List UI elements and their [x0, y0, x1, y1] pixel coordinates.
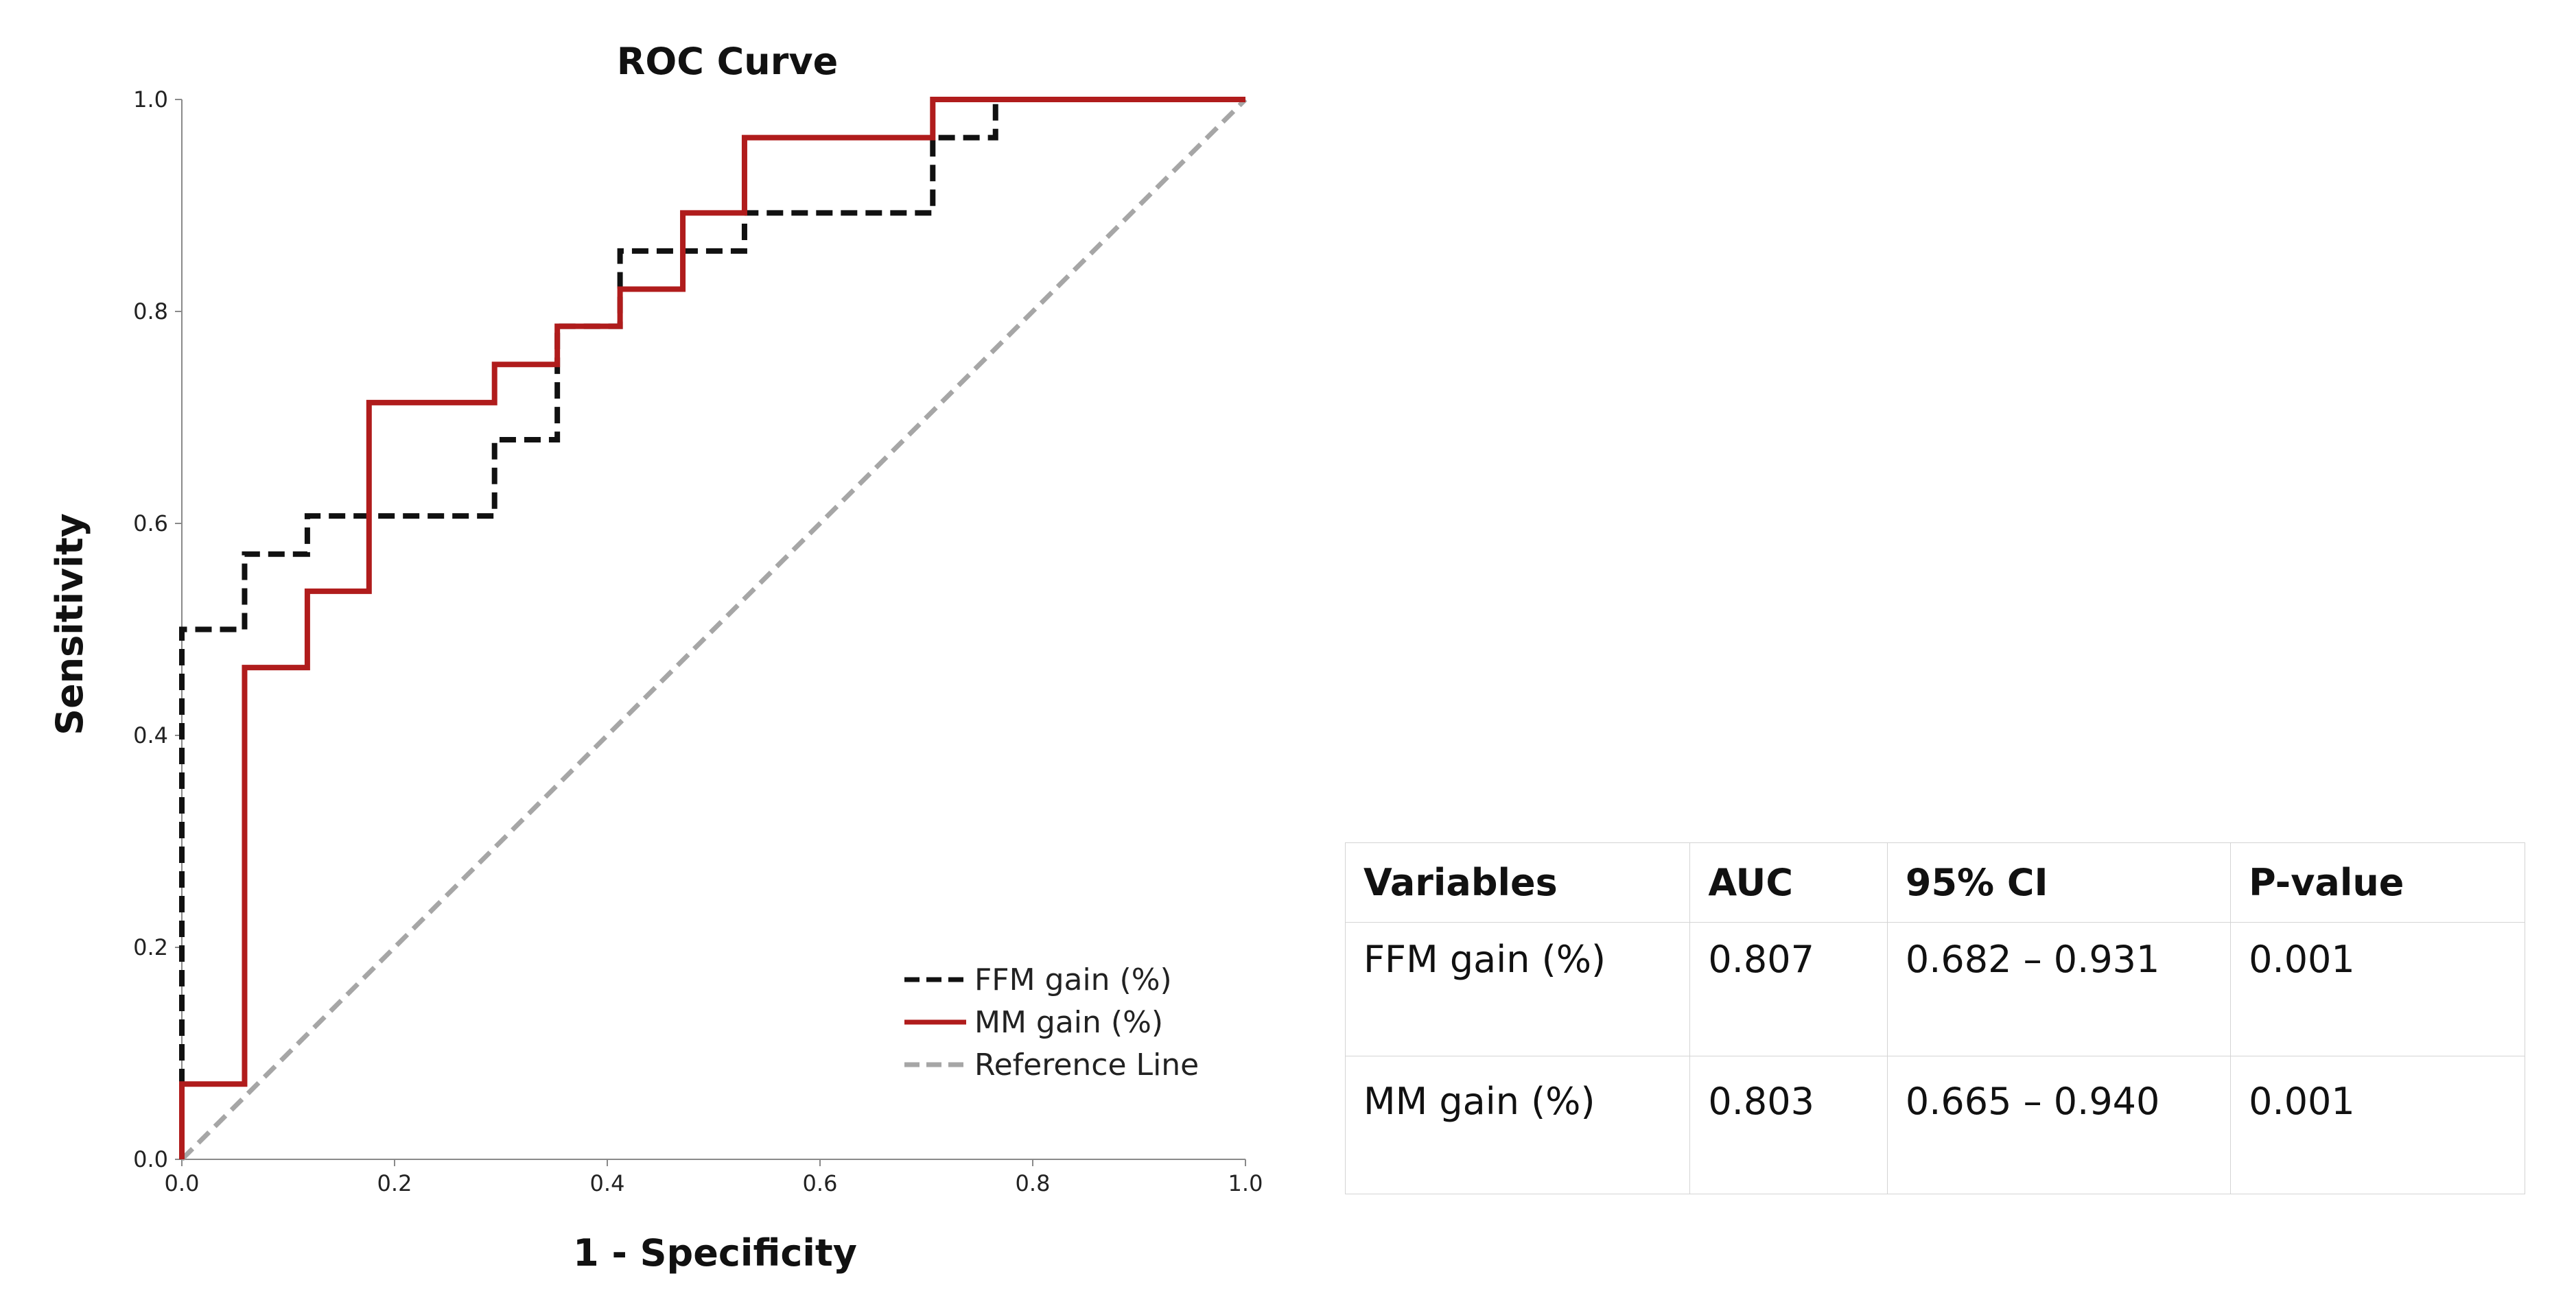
table-cell-ci: 0.665 – 0.940	[1886, 1056, 2232, 1194]
table-header-auc: AUC	[1689, 842, 1888, 923]
series-line-ffm-gain	[179, 97, 1245, 1159]
y-tick-label: 1.0	[133, 86, 168, 113]
table-cell-pvalue: 0.001	[2230, 922, 2525, 1056]
table-cell-ci: 0.682 – 0.931	[1886, 922, 2232, 1056]
x-tick-label: 0.8	[1016, 1170, 1051, 1196]
x-tick-label: 0.0	[165, 1170, 200, 1196]
legend: FFM gain (%) MM gain (%) Reference Line	[904, 962, 1199, 1083]
y-axis-title: Sensitivity	[48, 513, 91, 735]
table-row: MM gain (%) 0.803 0.665 – 0.940 0.001	[1344, 1056, 2525, 1194]
table-cell-auc: 0.803	[1689, 1056, 1888, 1194]
series-lines	[179, 97, 1248, 1161]
y-tick-label: 0.2	[133, 934, 168, 960]
table-cell-variable: MM gain (%)	[1344, 1056, 1691, 1194]
axis-ticks: 0.0 0.2 0.4 0.6 0.8 1.0 0.0 0.2 0.4 0.6 0.8 1.0	[133, 86, 1263, 1196]
auc-table: Variables AUC 95% CI P-value FFM gain (%…	[1344, 842, 2525, 1194]
x-tick-label: 1.0	[1228, 1170, 1263, 1196]
table-cell-auc: 0.807	[1689, 922, 1888, 1056]
y-tick-label: 0.8	[133, 298, 168, 324]
x-tick-label: 0.2	[377, 1170, 412, 1196]
chart-title: ROC Curve	[617, 40, 838, 83]
legend-label-reference-line: Reference Line	[974, 1048, 1199, 1083]
table-row: FFM gain (%) 0.807 0.682 – 0.931 0.001	[1344, 922, 2525, 1056]
table-header-pvalue: P-value	[2230, 842, 2525, 923]
table-header-row: Variables AUC 95% CI P-value	[1344, 842, 2525, 923]
legend-label-ffm-gain: FFM gain (%)	[974, 962, 1172, 997]
y-tick-label: 0.4	[133, 722, 168, 748]
x-tick-label: 0.4	[590, 1170, 625, 1196]
table-cell-variable: FFM gain (%)	[1344, 922, 1691, 1056]
table-header-ci: 95% CI	[1886, 842, 2232, 923]
y-tick-label: 0.0	[133, 1146, 168, 1172]
x-tick-label: 0.6	[803, 1170, 838, 1196]
y-tick-label: 0.6	[133, 510, 168, 536]
x-axis-title: 1 - Specificity	[573, 1231, 857, 1275]
series-line-reference-line	[180, 97, 1248, 1161]
legend-label-mm-gain: MM gain (%)	[974, 1005, 1163, 1040]
series-line-mm-gain	[179, 97, 1245, 1159]
table-header-variables: Variables	[1344, 842, 1691, 923]
table-cell-pvalue: 0.001	[2230, 1056, 2525, 1194]
